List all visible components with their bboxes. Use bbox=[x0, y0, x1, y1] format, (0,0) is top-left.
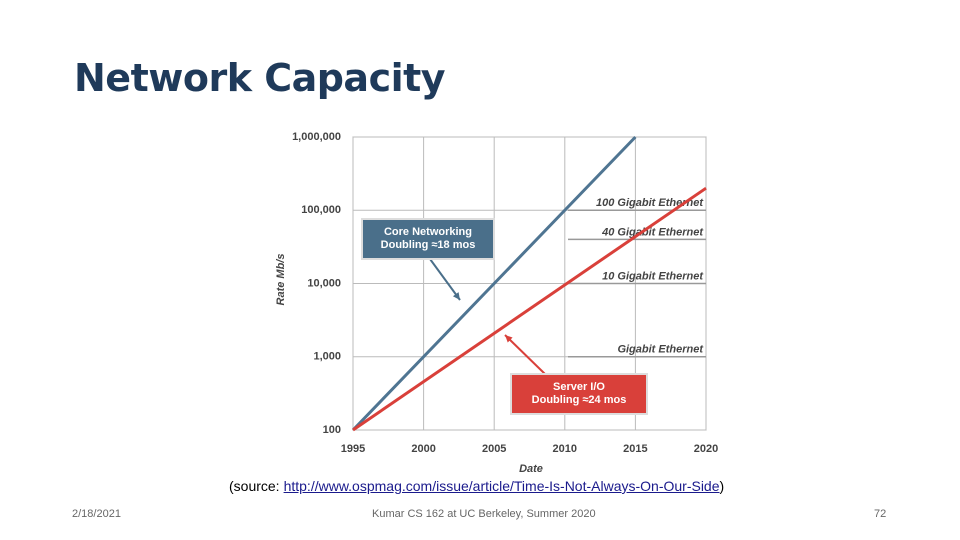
annotation-text: Doubling ≈24 mos bbox=[532, 394, 627, 406]
source-line: (source: http://www.ospmag.com/issue/arti… bbox=[229, 478, 724, 494]
source-link[interactable]: http://www.ospmag.com/issue/article/Time… bbox=[283, 478, 720, 494]
annotation-arrowhead bbox=[452, 292, 460, 300]
x-tick-label: 2000 bbox=[411, 443, 435, 455]
annotation-text: Server I/O bbox=[553, 381, 605, 393]
x-tick-label: 2015 bbox=[623, 443, 647, 455]
annotation-text: Doubling ≈18 mos bbox=[381, 239, 476, 251]
slide-title: Network Capacity bbox=[74, 56, 446, 100]
reference-label: 10 Gigabit Ethernet bbox=[602, 270, 704, 282]
y-axis-label: Rate Mb/s bbox=[275, 254, 287, 306]
footer-date: 2/18/2021 bbox=[72, 508, 121, 520]
x-tick-label: 2020 bbox=[694, 443, 718, 455]
y-tick-label: 1,000,000 bbox=[292, 131, 341, 143]
x-axis-label: Date bbox=[519, 463, 543, 475]
footer-page: 72 bbox=[874, 508, 887, 520]
footer-course: Kumar CS 162 at UC Berkeley, Summer 2020 bbox=[372, 508, 596, 520]
reference-label: 40 Gigabit Ethernet bbox=[601, 226, 704, 238]
annotation-arrow bbox=[504, 334, 546, 375]
source-suffix: ) bbox=[719, 478, 725, 494]
annotation-text: Core Networking bbox=[384, 226, 472, 238]
annotation-arrowhead bbox=[505, 335, 513, 343]
y-tick-label: 1,000 bbox=[313, 351, 341, 363]
y-tick-label: 100,000 bbox=[301, 204, 341, 216]
series-line bbox=[351, 135, 637, 432]
x-tick-label: 2005 bbox=[482, 443, 506, 455]
x-tick-label: 1995 bbox=[341, 443, 365, 455]
y-tick-label: 100 bbox=[323, 424, 341, 436]
series-line bbox=[352, 186, 707, 432]
reference-label: Gigabit Ethernet bbox=[617, 344, 704, 356]
annotation-box bbox=[510, 373, 648, 415]
annotation-arrow bbox=[429, 258, 461, 301]
source-prefix: (source: bbox=[229, 478, 280, 494]
y-tick-label: 10,000 bbox=[307, 277, 341, 289]
x-tick-label: 2010 bbox=[553, 443, 577, 455]
annotation-box bbox=[361, 218, 495, 260]
